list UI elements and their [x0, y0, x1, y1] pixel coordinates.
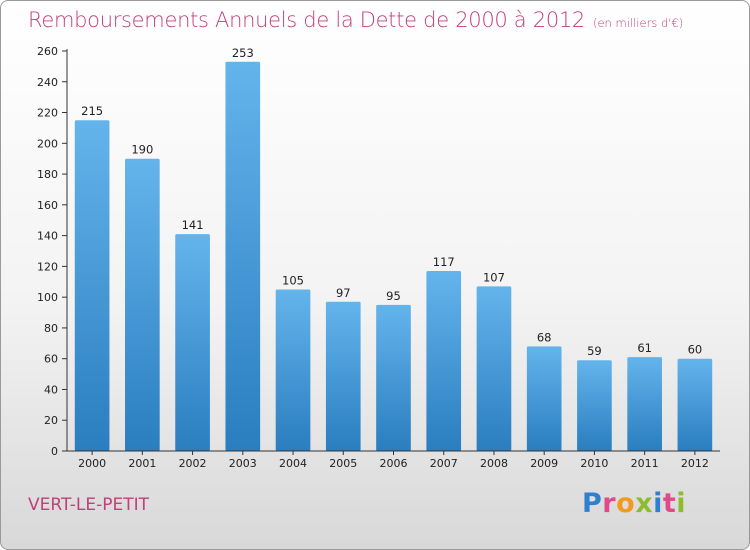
bar-2008[interactable]: [476, 286, 512, 451]
x-tick-label: 2000: [78, 457, 106, 470]
y-tick-label: 240: [37, 76, 58, 89]
x-tick-label: 2002: [179, 457, 207, 470]
y-tick-label: 200: [37, 137, 58, 150]
bar-value-label: 117: [433, 255, 455, 269]
logo-letter: i: [653, 488, 663, 519]
y-tick-label: 20: [44, 414, 58, 427]
x-tick-label: 2011: [631, 457, 659, 470]
x-tick-label: 2005: [329, 457, 357, 470]
y-tick-label: 120: [37, 260, 58, 273]
proxiti-logo[interactable]: Proxiti: [582, 488, 686, 519]
bar-2009[interactable]: [526, 346, 562, 451]
logo-letter: t: [662, 488, 677, 519]
bar-2006[interactable]: [376, 304, 411, 451]
logo-letter: i: [676, 488, 687, 519]
bar-2003[interactable]: [225, 61, 261, 452]
bar-value-label: 215: [81, 104, 103, 118]
y-tick-label: 0: [51, 445, 58, 458]
bar-value-label: 190: [131, 143, 153, 157]
x-tick-label: 2008: [480, 457, 508, 470]
bar-2011[interactable]: [627, 357, 662, 451]
bars: 215 190 141 253 105 97 95 117 107 68 59 61 60: [74, 46, 713, 452]
y-tick-label: 60: [44, 353, 58, 366]
y-axis: 0 20 40 60 80 100 120 140 160 180 200 220 240 260: [37, 45, 68, 458]
bar-2002[interactable]: [175, 234, 210, 451]
chart-title: Remboursements Annuels de la Dette de 20…: [28, 8, 683, 32]
bar-2012[interactable]: [677, 358, 713, 451]
y-tick-label: 100: [37, 291, 58, 304]
bar-2004[interactable]: [275, 289, 311, 451]
bar-2010[interactable]: [577, 360, 612, 451]
bar-value-label: 97: [336, 286, 351, 300]
x-tick-label: 2009: [530, 457, 558, 470]
y-tick-label: 180: [37, 168, 58, 181]
bar-2001[interactable]: [125, 158, 160, 451]
bar-value-label: 59: [587, 344, 602, 358]
y-tick-label: 80: [44, 322, 58, 335]
bar-2000[interactable]: [74, 120, 110, 451]
x-tick-label: 2007: [430, 457, 458, 470]
y-tick-label: 40: [44, 383, 58, 396]
logo-letter: P: [582, 488, 603, 519]
bar-value-label: 61: [637, 341, 652, 355]
y-tick-label: 160: [37, 199, 58, 212]
bar-2007[interactable]: [426, 271, 462, 451]
x-tick-label: 2012: [681, 457, 709, 470]
bar-2005[interactable]: [325, 301, 361, 451]
bar-value-label: 60: [688, 343, 703, 357]
y-tick-label: 220: [37, 107, 58, 120]
y-tick-label: 260: [37, 45, 58, 58]
x-tick-label: 2001: [128, 457, 156, 470]
bar-value-label: 105: [282, 273, 304, 287]
x-tick-label: 2004: [279, 457, 307, 470]
chart-unit: (en milliers d'€): [593, 16, 684, 30]
bar-value-label: 95: [386, 289, 401, 303]
chart-title-text: Remboursements Annuels de la Dette de 20…: [28, 8, 585, 32]
x-tick-label: 2003: [229, 457, 257, 470]
bar-value-label: 107: [483, 270, 505, 284]
commune-name: VERT-LE-PETIT: [28, 495, 150, 515]
x-axis: 2000 2001 2002 2003 2004 2005 2006 2007 2008 2009…: [67, 450, 720, 470]
bar-value-label: 253: [232, 46, 254, 60]
x-tick-label: 2010: [580, 457, 608, 470]
logo-letter: o: [616, 488, 636, 519]
bar-value-label: 141: [182, 218, 204, 232]
logo-letter: r: [602, 488, 617, 519]
y-tick-label: 140: [37, 230, 58, 243]
x-tick-label: 2006: [380, 457, 408, 470]
bar-value-label: 68: [537, 330, 552, 344]
logo-letter: x: [635, 488, 654, 519]
